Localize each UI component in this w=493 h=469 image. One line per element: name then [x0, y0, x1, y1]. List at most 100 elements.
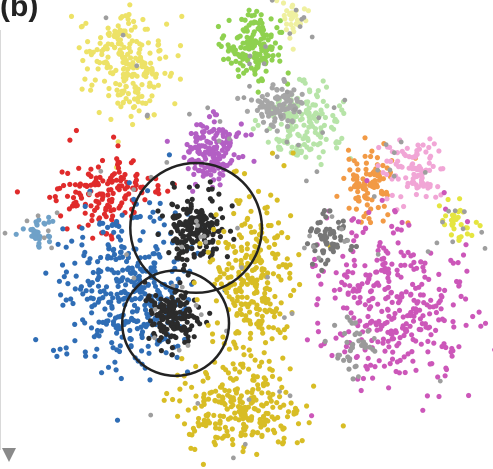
data-point	[54, 210, 60, 216]
data-point	[325, 257, 331, 263]
data-point	[137, 289, 143, 295]
data-point	[352, 183, 358, 189]
data-point	[120, 275, 126, 281]
scroll-down-arrow-icon[interactable]	[2, 448, 16, 462]
data-point	[217, 418, 223, 424]
data-point	[366, 216, 372, 222]
data-point	[243, 54, 249, 60]
data-point	[271, 314, 277, 320]
data-point	[314, 302, 320, 308]
data-point	[262, 340, 269, 346]
data-point	[339, 226, 344, 232]
data-point	[442, 373, 448, 379]
data-point	[170, 396, 176, 403]
cluster-4	[235, 76, 305, 134]
data-point	[341, 357, 347, 363]
data-point	[442, 287, 448, 293]
data-point	[302, 245, 307, 251]
data-point	[250, 373, 257, 379]
data-point	[152, 300, 158, 306]
data-point	[137, 54, 144, 60]
data-point	[362, 302, 368, 308]
data-point	[231, 300, 237, 306]
data-point	[78, 192, 84, 198]
data-point	[368, 362, 374, 368]
data-point	[371, 194, 377, 199]
data-point	[85, 39, 91, 45]
data-point	[147, 98, 153, 104]
data-point	[147, 50, 153, 56]
data-point	[233, 257, 239, 263]
data-point	[94, 47, 100, 53]
data-point	[392, 310, 398, 317]
data-point	[217, 234, 223, 240]
data-point	[242, 301, 248, 307]
data-point	[346, 329, 352, 335]
data-point	[210, 338, 216, 345]
data-point	[89, 82, 95, 88]
data-point	[203, 369, 209, 376]
data-point	[293, 410, 299, 416]
data-point	[142, 254, 148, 260]
data-point	[396, 307, 403, 313]
data-point	[195, 401, 201, 406]
data-point	[205, 411, 211, 417]
data-point	[215, 239, 221, 246]
data-point	[109, 303, 115, 309]
data-point	[259, 266, 265, 272]
data-point	[225, 56, 231, 62]
data-point	[139, 64, 145, 70]
data-point	[294, 98, 301, 104]
data-point	[202, 165, 208, 171]
data-point	[81, 252, 87, 259]
data-point	[282, 16, 288, 22]
data-point	[234, 386, 240, 392]
data-point	[362, 263, 368, 269]
data-point	[405, 180, 411, 186]
data-point	[293, 7, 299, 13]
data-point	[136, 108, 142, 114]
data-point	[259, 359, 265, 365]
data-point	[124, 184, 131, 190]
data-point	[265, 280, 271, 286]
data-point	[247, 309, 253, 315]
data-point	[478, 323, 484, 329]
data-point	[240, 448, 246, 455]
data-point	[171, 259, 177, 265]
data-point	[234, 35, 240, 41]
data-point	[211, 226, 217, 232]
cluster-10	[142, 272, 213, 358]
data-point	[375, 252, 381, 257]
data-point	[385, 212, 391, 218]
data-point	[420, 180, 426, 186]
data-point	[341, 175, 347, 181]
data-point	[176, 251, 182, 257]
data-point	[374, 184, 380, 190]
data-point	[397, 335, 403, 341]
data-point	[235, 51, 241, 58]
data-point	[119, 88, 125, 94]
data-point	[95, 66, 101, 72]
data-point	[205, 418, 211, 424]
data-point	[194, 297, 200, 303]
data-point	[133, 177, 139, 183]
data-point	[89, 310, 95, 316]
data-point	[109, 267, 115, 273]
data-point	[118, 28, 124, 34]
data-point	[186, 184, 192, 190]
data-point	[321, 208, 328, 214]
data-point	[88, 325, 95, 331]
data-point	[185, 338, 191, 344]
data-point	[91, 180, 98, 186]
data-point	[256, 78, 262, 84]
data-point	[140, 16, 146, 23]
data-point	[418, 259, 424, 265]
data-point	[200, 378, 206, 384]
data-point	[288, 21, 294, 28]
data-point	[375, 167, 381, 173]
data-point	[92, 207, 98, 213]
data-point	[289, 118, 295, 124]
data-point	[354, 161, 360, 167]
